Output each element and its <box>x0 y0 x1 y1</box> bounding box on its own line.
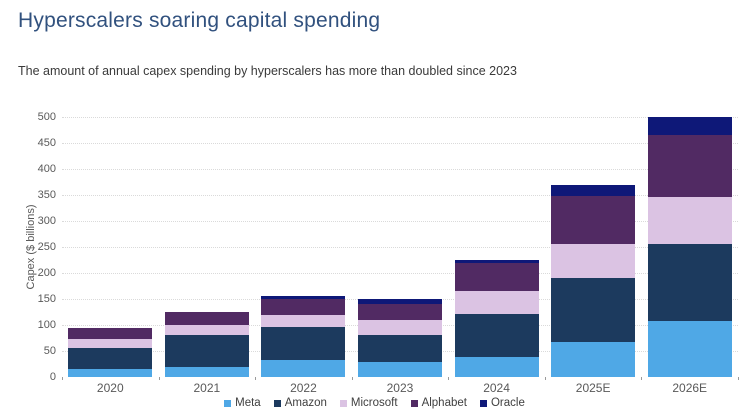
bar-segment-amazon-2025e <box>551 278 636 342</box>
bar-segment-oracle-2023 <box>358 299 442 304</box>
x-axis-tick <box>544 377 546 380</box>
bar-2022 <box>261 296 346 377</box>
bar-2020 <box>68 327 153 377</box>
bar-segment-meta-2025e <box>551 341 636 377</box>
bar-segment-amazon-2022 <box>261 327 346 361</box>
plot-area <box>62 117 739 380</box>
page-title: Hyperscalers soaring capital spending <box>18 9 381 32</box>
gridline-350 <box>62 195 738 196</box>
bar-segment-amazon-2021 <box>164 335 249 368</box>
bar-segment-amazon-2026e <box>647 244 732 321</box>
y-tick-label-150: 150 <box>37 293 56 305</box>
legend-swatch-amazon <box>273 399 281 407</box>
gridline-400 <box>62 169 738 170</box>
y-tick-label-50: 50 <box>43 345 56 357</box>
bar-segment-alphabet-2026e <box>647 135 732 197</box>
bar-segment-oracle-2026e <box>647 117 732 136</box>
legend-item-amazon: Amazon <box>273 397 327 409</box>
x-tick-label-2021: 2021 <box>193 381 221 395</box>
bar-segment-amazon-2024 <box>454 313 539 357</box>
gridline-300 <box>62 221 738 222</box>
x-axis-tick <box>255 377 257 380</box>
bar-segment-meta-2022 <box>261 360 346 377</box>
bar-segment-microsoft-2020 <box>68 339 153 349</box>
bar-segment-amazon-2023 <box>358 334 442 363</box>
legend-item-oracle: Oracle <box>479 397 525 409</box>
bar-segment-alphabet-2023 <box>358 303 442 321</box>
legend-item-microsoft: Microsoft <box>339 397 398 409</box>
x-axis-tick <box>641 377 643 380</box>
gridline-500 <box>62 117 738 118</box>
legend-label-amazon: Amazon <box>284 397 327 409</box>
bar-2026e <box>647 117 732 377</box>
bar-segment-microsoft-2021 <box>164 324 249 336</box>
y-tick-label-0: 0 <box>49 371 56 383</box>
y-tick-label-500: 500 <box>37 111 56 123</box>
chart-legend: Meta Amazon Microsoft Alphabet Oracle <box>0 397 749 409</box>
bar-segment-alphabet-2025e <box>551 196 636 244</box>
bar-segment-meta-2021 <box>164 367 249 377</box>
bar-segment-meta-2023 <box>358 362 442 377</box>
y-tick-label-100: 100 <box>37 319 56 331</box>
bar-segment-microsoft-2025e <box>551 243 636 279</box>
legend-swatch-alphabet <box>410 399 418 407</box>
x-axis-tick <box>351 377 353 380</box>
gridline-250 <box>62 247 738 248</box>
bar-segment-meta-2026e <box>647 320 732 377</box>
chart-subtitle: The amount of annual capex spending by h… <box>18 64 517 78</box>
legend-item-meta: Meta <box>224 397 261 409</box>
x-axis-tick <box>62 377 63 380</box>
bar-segment-alphabet-2020 <box>68 327 153 340</box>
legend-label-microsoft: Microsoft <box>350 397 398 409</box>
bar-segment-oracle-2025e <box>551 184 636 197</box>
bar-segment-oracle-2024 <box>454 259 539 264</box>
bar-segment-alphabet-2021 <box>164 311 249 325</box>
bar-segment-meta-2020 <box>68 369 153 377</box>
y-tick-label-350: 350 <box>37 189 56 201</box>
x-tick-label-2026e: 2026E <box>672 381 708 395</box>
legend-swatch-meta <box>224 399 232 407</box>
legend-label-alphabet: Alphabet <box>421 397 467 409</box>
bar-segment-microsoft-2024 <box>454 290 539 314</box>
bar-segment-alphabet-2024 <box>454 263 539 291</box>
y-tick-label-300: 300 <box>37 215 56 227</box>
x-axis-tick <box>158 377 160 380</box>
y-tick-label-200: 200 <box>37 267 56 279</box>
x-tick-label-2025e: 2025E <box>575 381 611 395</box>
x-tick-label-2023: 2023 <box>386 381 414 395</box>
legend-item-alphabet: Alphabet <box>410 397 467 409</box>
x-tick-label-2024: 2024 <box>483 381 510 395</box>
bar-segment-alphabet-2022 <box>261 298 346 315</box>
x-axis-tick <box>448 377 450 380</box>
bar-2023 <box>358 299 442 377</box>
legend-swatch-microsoft <box>339 399 347 407</box>
x-axis-tick <box>738 377 739 380</box>
legend-label-meta: Meta <box>235 397 261 409</box>
y-tick-label-450: 450 <box>37 137 56 149</box>
gridline-450 <box>62 143 738 144</box>
bar-2024 <box>454 259 539 377</box>
bar-segment-oracle-2022 <box>261 296 346 299</box>
legend-label-oracle: Oracle <box>490 397 525 409</box>
x-tick-label-2020: 2020 <box>96 381 124 395</box>
bar-segment-amazon-2020 <box>68 348 153 370</box>
x-tick-label-2022: 2022 <box>290 381 317 395</box>
gridline-200 <box>62 273 738 274</box>
bar-segment-microsoft-2026e <box>647 196 732 245</box>
bar-2021 <box>164 311 249 377</box>
y-tick-label-400: 400 <box>37 163 56 175</box>
bar-segment-microsoft-2022 <box>261 314 346 328</box>
bar-segment-meta-2024 <box>454 356 539 377</box>
legend-swatch-oracle <box>479 399 487 407</box>
bar-segment-microsoft-2023 <box>358 320 442 335</box>
y-tick-label-250: 250 <box>37 241 56 253</box>
bar-2025e <box>551 184 636 377</box>
